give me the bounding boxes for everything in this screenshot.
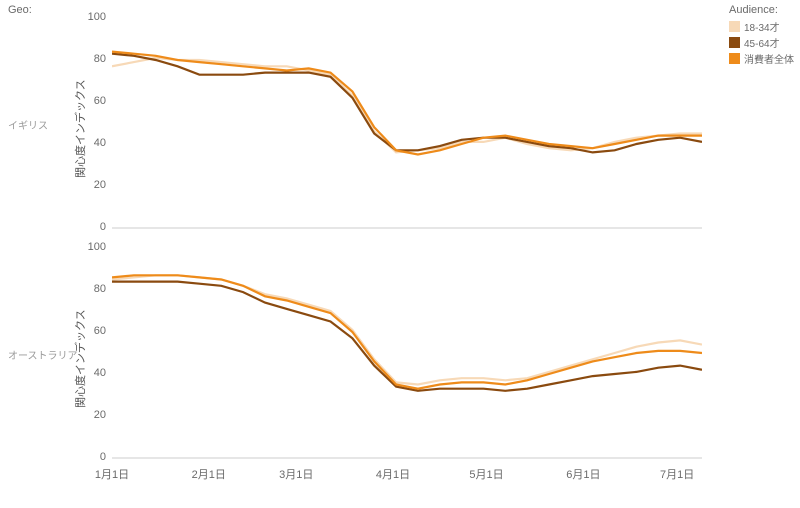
legend-swatch <box>729 53 740 64</box>
y-tick-label: 20 <box>78 179 106 191</box>
y-tick-label: 100 <box>78 241 106 253</box>
chart-panel <box>112 18 702 229</box>
x-tick-label: 2月1日 <box>192 466 226 482</box>
y-tick-label: 80 <box>78 53 106 65</box>
legend-swatch <box>729 37 740 48</box>
series-line <box>112 58 702 152</box>
legend-item: 45-64才 <box>729 35 794 50</box>
y-tick-label: 60 <box>78 325 106 337</box>
y-tick-label: 0 <box>78 451 106 463</box>
y-tick-label: 80 <box>78 283 106 295</box>
y-tick-label: 0 <box>78 221 106 233</box>
chart-container: { "header": { "geo_label": "Geo:" }, "le… <box>0 0 800 508</box>
y-tick-label: 40 <box>78 137 106 149</box>
series-line <box>112 282 702 391</box>
chart-panel <box>112 248 702 459</box>
geo-header-label: Geo: <box>8 4 32 16</box>
y-tick-label: 100 <box>78 11 106 23</box>
legend-label: 消費者全体 <box>744 51 794 66</box>
legend-item: 消費者全体 <box>729 51 794 66</box>
series-line <box>112 275 702 384</box>
legend: Audience: 18-34才45-64才消費者全体 <box>729 4 794 67</box>
y-tick-label: 60 <box>78 95 106 107</box>
legend-item: 18-34才 <box>729 19 794 34</box>
y-tick-label: 40 <box>78 367 106 379</box>
panel-geo-label: イギリス <box>8 117 48 132</box>
panel-geo-label: オーストラリア <box>8 347 78 362</box>
x-tick-label: 1月1日 <box>95 466 129 482</box>
x-tick-label: 6月1日 <box>566 466 600 482</box>
legend-title: Audience: <box>729 4 794 16</box>
x-tick-label: 5月1日 <box>469 466 503 482</box>
legend-swatch <box>729 21 740 32</box>
y-tick-label: 20 <box>78 409 106 421</box>
series-line <box>112 52 702 155</box>
legend-label: 18-34才 <box>744 19 780 34</box>
x-tick-label: 3月1日 <box>279 466 313 482</box>
legend-label: 45-64才 <box>744 35 780 50</box>
x-tick-label: 7月1日 <box>660 466 694 482</box>
x-tick-label: 4月1日 <box>376 466 410 482</box>
series-line <box>112 54 702 153</box>
series-line <box>112 275 702 388</box>
